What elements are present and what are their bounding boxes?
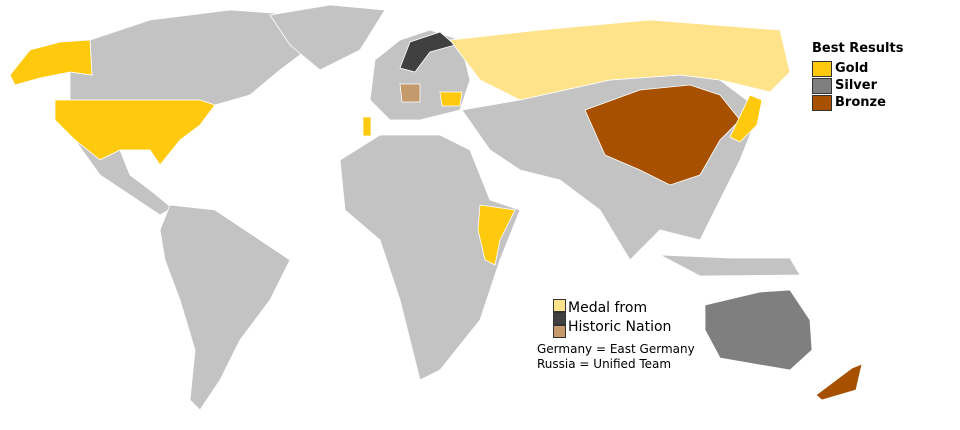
region (69, 9, 321, 106)
region (704, 289, 813, 371)
bronze-swatch (812, 94, 832, 111)
legend-item-silver: Silver (812, 77, 903, 94)
region (399, 83, 421, 103)
region (449, 19, 791, 101)
region (269, 4, 386, 71)
region (362, 116, 372, 137)
legend-label: Gold (835, 61, 869, 76)
historic-silver-swatch (553, 312, 566, 325)
region (729, 94, 763, 143)
legend-label: Bronze (835, 95, 886, 110)
best-results-legend: Best Results Gold Silver Bronze (812, 41, 903, 111)
note-russia: Russia = Unified Team (537, 357, 672, 371)
region (439, 91, 463, 107)
legend-title: Best Results (812, 41, 904, 56)
region (584, 84, 741, 186)
region (477, 204, 516, 266)
historic-gold-swatch (553, 299, 566, 312)
region (159, 204, 291, 411)
note-germany: Germany = East Germany (537, 342, 695, 356)
historic-legend: Medal from Historic Nation Germany = Eas… (537, 299, 695, 372)
historic-label-2: Historic Nation (568, 319, 672, 335)
gold-swatch (812, 60, 832, 77)
legend-item-bronze: Bronze (812, 94, 903, 111)
region (815, 363, 863, 401)
region (74, 139, 173, 216)
region (54, 99, 216, 166)
region (339, 134, 521, 381)
silver-swatch (812, 77, 832, 94)
legend-label: Silver (835, 78, 877, 93)
region (659, 254, 801, 277)
region (9, 39, 93, 86)
legend-item-gold: Gold (812, 60, 903, 77)
historic-label-1: Medal from (568, 300, 648, 316)
historic-bronze-swatch (553, 325, 566, 338)
